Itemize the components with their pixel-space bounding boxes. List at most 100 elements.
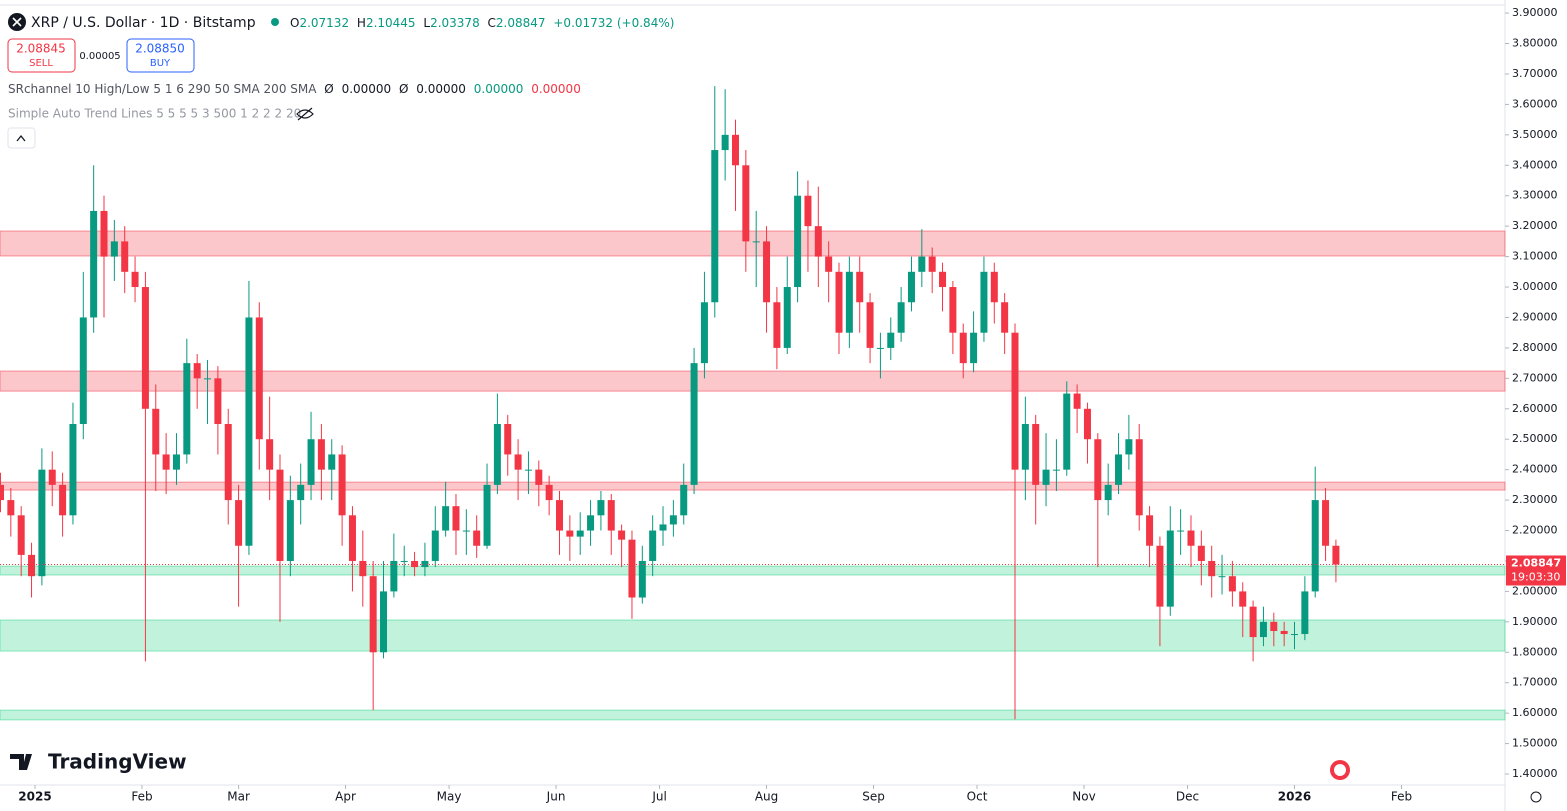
x-tick-label: Jun xyxy=(546,790,566,804)
market-status xyxy=(271,18,279,26)
candle-body xyxy=(1301,591,1309,635)
candle-body xyxy=(172,454,180,470)
indicator-value: 0.00000 xyxy=(474,82,524,96)
candle-body xyxy=(1156,545,1164,607)
sell-price[interactable]: 2.08845 xyxy=(16,42,66,56)
collapse-icon xyxy=(16,134,26,142)
candle-body xyxy=(141,287,149,409)
candle-body xyxy=(121,241,129,272)
candle-body xyxy=(835,271,843,333)
candle-body xyxy=(866,302,874,348)
change: +0.01732 (+0.84%) xyxy=(553,16,674,30)
candle-body xyxy=(462,530,470,532)
candle-body xyxy=(1135,439,1143,516)
candle-body xyxy=(597,500,605,516)
candle-body xyxy=(348,515,356,561)
candle-body xyxy=(473,530,481,546)
candle-body xyxy=(421,560,429,568)
buy-box[interactable] xyxy=(126,38,195,73)
settings-icon[interactable] xyxy=(1530,791,1542,803)
y-tick-label: 2.20000 xyxy=(1512,524,1558,537)
spread: 0.00005 xyxy=(79,51,120,62)
buy-price[interactable]: 2.08850 xyxy=(135,42,185,56)
candle-body xyxy=(700,302,708,364)
sell-label[interactable]: SELL xyxy=(29,58,53,69)
candle-body xyxy=(1125,439,1133,455)
logo-mark xyxy=(10,754,32,770)
ohlc-value: 2.10445 xyxy=(366,16,416,30)
candle-body xyxy=(721,134,729,151)
collapse-button[interactable] xyxy=(7,127,36,149)
candle-body xyxy=(245,317,253,546)
candle-body xyxy=(887,332,895,348)
candle-body xyxy=(731,134,739,166)
indicator-value: 0.00000 xyxy=(342,82,392,96)
logo-text: TradingView xyxy=(48,750,187,774)
candle-body xyxy=(659,524,667,531)
candle-body xyxy=(131,271,139,288)
indicator-symbol: Ø xyxy=(399,82,408,96)
indicator-trend[interactable]: Simple Auto Trend Lines 5 5 5 5 3 500 1 … xyxy=(8,107,301,121)
y-tick-label: 3.00000 xyxy=(1512,280,1558,293)
y-tick-label: 1.60000 xyxy=(1512,706,1558,719)
candle-body xyxy=(214,378,222,425)
candle-body xyxy=(545,484,553,501)
candle-body xyxy=(907,271,915,303)
candle-body xyxy=(110,241,118,257)
y-tick-label: 2.70000 xyxy=(1512,371,1558,384)
y-tick-label: 3.40000 xyxy=(1512,158,1558,171)
candle-body xyxy=(1011,332,1019,470)
x-tick-label: Oct xyxy=(967,790,988,804)
candle-body xyxy=(1052,469,1060,471)
candle-body xyxy=(918,256,926,272)
y-tick-label: 2.30000 xyxy=(1512,493,1558,506)
candle-body xyxy=(970,332,978,364)
event-icon-inner xyxy=(1334,764,1346,776)
candle-body xyxy=(959,332,967,364)
candle-body xyxy=(1249,606,1257,638)
candle-body xyxy=(1042,469,1050,485)
candle-body xyxy=(1104,484,1112,501)
sell-button[interactable]: 2.08845 SELL xyxy=(7,38,76,73)
candle-body xyxy=(483,484,491,546)
candle-body xyxy=(317,439,325,470)
candle-body xyxy=(1001,302,1009,333)
hidden-icon[interactable] xyxy=(296,107,314,121)
buy-button[interactable]: 2.08850 BUY xyxy=(126,38,195,73)
candle-body xyxy=(369,576,377,653)
candle-body xyxy=(1197,545,1205,561)
candle-body xyxy=(1166,530,1174,607)
y-tick-label: 2.50000 xyxy=(1512,432,1558,445)
candle-body xyxy=(556,500,564,531)
candle-body xyxy=(1228,576,1236,592)
candle-body xyxy=(7,500,15,516)
candle-body xyxy=(1291,634,1299,636)
y-tick-label: 1.70000 xyxy=(1512,676,1558,689)
indicator-name[interactable]: SRchannel 10 High/Low 5 1 6 290 50 SMA 2… xyxy=(8,82,317,96)
symbol-title[interactable]: XRP / U.S. Dollar · 1D · Bitstamp xyxy=(31,15,256,31)
y-tick-label: 2.00000 xyxy=(1512,584,1558,597)
candle-body xyxy=(276,469,284,561)
plot-area xyxy=(0,86,1506,721)
candle-body xyxy=(514,454,522,470)
candle-body xyxy=(1177,530,1185,532)
y-tick-label: 3.60000 xyxy=(1512,97,1558,110)
sell-box[interactable] xyxy=(7,38,76,73)
candle-body xyxy=(90,210,98,318)
y-tick-label: 3.50000 xyxy=(1512,128,1558,141)
last-price-label: 2.08847 xyxy=(1511,556,1561,569)
indicator-sr[interactable]: SRchannel 10 High/Low 5 1 6 290 50 SMA 2… xyxy=(8,82,581,96)
y-tick-label: 2.60000 xyxy=(1512,402,1558,415)
sr-zone xyxy=(0,619,1506,652)
candle-body xyxy=(1208,560,1216,577)
candle-body xyxy=(1218,576,1226,578)
candle-body xyxy=(193,363,201,379)
candle-body xyxy=(431,530,439,561)
candle-body xyxy=(452,506,460,531)
buy-label[interactable]: BUY xyxy=(150,58,171,69)
candle-body xyxy=(587,515,595,531)
candle-body xyxy=(897,302,905,333)
y-tick-label: 3.70000 xyxy=(1512,67,1558,80)
x-tick-label: Jul xyxy=(651,790,666,804)
y-tick-label: 2.90000 xyxy=(1512,310,1558,323)
